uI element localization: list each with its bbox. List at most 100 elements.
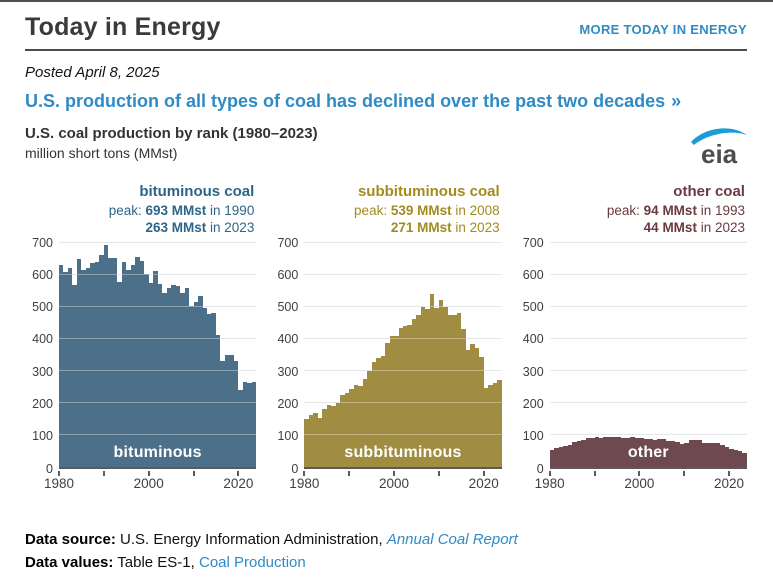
x-axis-tick (348, 470, 351, 476)
plot-area: bituminous (58, 241, 257, 476)
bar (67, 268, 73, 467)
bar (702, 442, 707, 467)
x-axis-tick (147, 470, 150, 476)
chart-column: subbituminous coal peak: 539 MMst in 200… (270, 182, 502, 498)
bar (144, 273, 149, 467)
bar (474, 347, 480, 467)
gridline (549, 401, 747, 403)
gridline (304, 241, 502, 243)
bar (706, 443, 712, 467)
bar (171, 285, 176, 467)
bar (625, 437, 631, 467)
bar (202, 307, 207, 467)
bar (180, 292, 185, 467)
annual-coal-report-link[interactable]: Annual Coal Report (386, 530, 518, 548)
x-axis-tick (437, 470, 440, 476)
x-axis-tick (192, 470, 195, 476)
figure-meta: U.S. coal production by rank (1980–2023)… (25, 125, 747, 174)
bar (224, 354, 230, 467)
bar (59, 265, 64, 467)
gridline (59, 305, 257, 307)
y-axis-tick-label: 500 (522, 300, 544, 315)
bar (112, 257, 118, 467)
bar (679, 443, 685, 467)
y-axis-tick-label: 700 (32, 235, 53, 250)
series-header: bituminous coal peak: 693 MMst in 1990 2… (25, 182, 256, 237)
x-axis-tick-label: 2020 (468, 475, 499, 491)
bar (63, 272, 68, 467)
x-axis-labels: 1980 2000 2020 (44, 475, 256, 498)
bar (81, 270, 86, 467)
bar (108, 258, 113, 467)
gridline (549, 337, 747, 339)
bar (340, 394, 345, 467)
gridline (59, 273, 257, 275)
gridline (549, 241, 747, 243)
x-axis-tick-label: 2020 (223, 475, 254, 491)
bar (563, 445, 568, 467)
bar (117, 281, 122, 467)
bar (326, 404, 332, 467)
coal-production-link[interactable]: Coal Production (198, 553, 306, 571)
y-axis-tick-label: 100 (32, 429, 53, 444)
bar (335, 402, 341, 467)
bar (572, 442, 577, 467)
peak-label: peak: (108, 202, 146, 218)
peak-label: peak: (606, 202, 644, 218)
bar (317, 418, 323, 467)
bar (738, 450, 743, 467)
bar (670, 441, 676, 467)
bar (358, 385, 363, 467)
bar (581, 440, 586, 467)
bar (661, 438, 667, 467)
series-latest-line: 44 MMst in 2023 (516, 219, 745, 237)
bar (313, 413, 318, 467)
bar (90, 262, 95, 467)
peak-label: peak: (354, 202, 391, 218)
x-axis-tick (102, 470, 105, 476)
y-axis-tick-label: 700 (522, 235, 544, 250)
bar (215, 335, 221, 467)
bar (729, 449, 734, 467)
y-axis: 0 100 200 300 400 500 600 700 (270, 236, 304, 476)
bar (483, 388, 489, 467)
data-values-line: Data values: Table ES-1, Coal Production (25, 551, 747, 574)
bar (389, 336, 395, 467)
bar (715, 442, 721, 467)
peak-value: 539 MMst (390, 202, 452, 218)
series-header: other coal peak: 94 MMst in 1993 44 MMst… (516, 182, 747, 237)
y-axis-tick-label: 0 (46, 461, 53, 476)
bar (666, 441, 671, 467)
y-axis-tick-label: 100 (277, 429, 299, 444)
bar (733, 449, 738, 467)
article-headline[interactable]: U.S. production of all types of coal has… (25, 91, 747, 112)
bar (420, 307, 426, 467)
bar (630, 437, 635, 467)
gridline (59, 337, 257, 339)
bar (603, 436, 608, 467)
bar (157, 283, 163, 467)
bar (126, 270, 131, 467)
bar (193, 302, 199, 467)
bar (72, 284, 77, 467)
bar (135, 257, 140, 467)
figure-title: U.S. coal production by rank (1980–2023) (25, 125, 318, 142)
bar (162, 293, 167, 467)
bar (344, 392, 350, 467)
chart-column: bituminous coal peak: 693 MMst in 1990 2… (25, 182, 257, 498)
y-axis-tick-label: 500 (277, 300, 299, 315)
more-today-in-energy-link[interactable]: MORE TODAY IN ENERGY (579, 22, 747, 37)
gridline (304, 273, 502, 275)
bar (153, 271, 158, 467)
headline-text: U.S. production of all types of coal has… (25, 91, 666, 111)
site-brand[interactable]: Today in Energy (25, 13, 221, 41)
bar (634, 437, 640, 467)
peak-value: 94 MMst (643, 202, 697, 218)
y-axis-tick-label: 400 (522, 332, 544, 347)
y-axis-tick-label: 600 (277, 267, 299, 282)
bar (166, 288, 172, 467)
y-axis-tick-label: 300 (32, 364, 53, 379)
gridline (59, 241, 257, 243)
bar (220, 361, 225, 467)
bar (229, 354, 234, 467)
